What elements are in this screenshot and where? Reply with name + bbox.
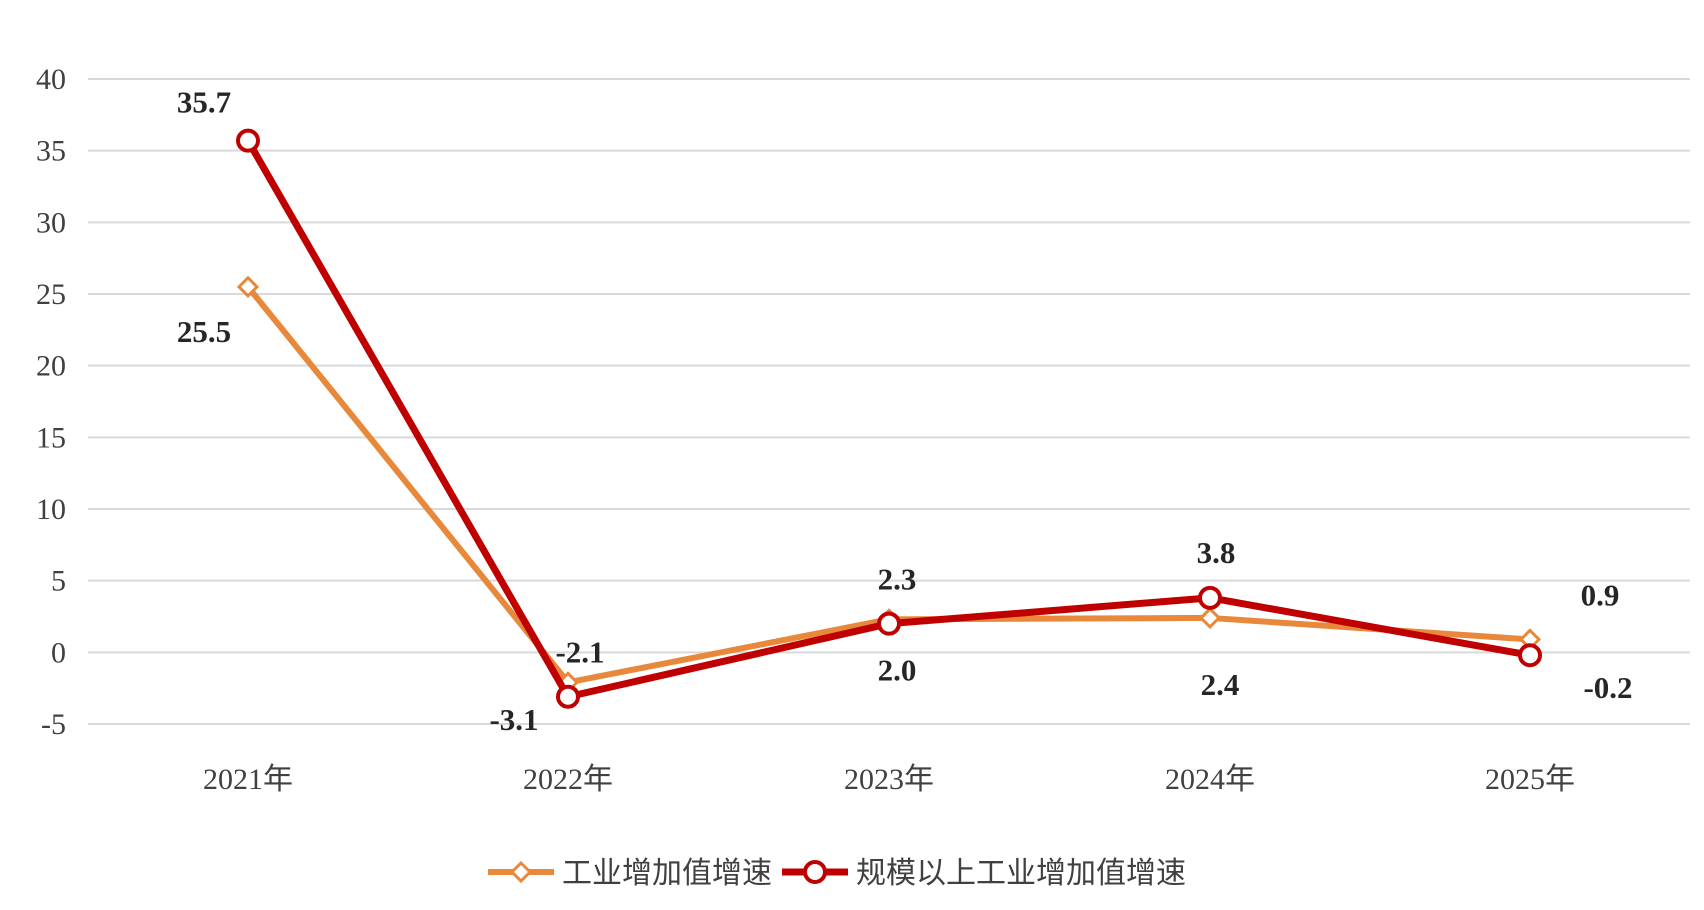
x-tick-label: 2024年 [1165,763,1255,796]
x-tick-label: 2021年 [203,763,293,796]
y-tick-label: -5 [41,708,66,741]
legend-circle-marker [803,860,827,884]
series-2-point [1518,643,1542,668]
x-tick-label: 2025年 [1485,763,1575,796]
y-tick-label: 25 [36,278,66,311]
data-label-series-1: 0.9 [1581,577,1620,612]
data-label-series-1: -2.1 [555,634,604,669]
y-tick-label: 30 [36,206,66,239]
y-tick-label: 0 [51,636,66,669]
legend-label-series-2: 规模以上工业增加值增速 [856,856,1186,891]
data-label-series-1: 2.3 [878,561,917,596]
legend: 工业增加值增速 规模以上工业增加值增速 [488,856,1186,891]
grid-layer [88,78,1690,725]
y-tick-label: 5 [51,565,66,598]
data-labels: 25.5 -2.1 2.3 2.4 0.9 35.7 -3.1 2.0 3.8 -0.2 [177,85,1633,737]
y-tick-label: 20 [36,350,66,383]
x-tick-label: 2023年 [844,763,934,796]
data-label-series-2: -0.2 [1583,670,1632,705]
series-2-point [556,684,580,709]
y-tick-label: 15 [36,421,66,454]
y-axis-ticks: -5 0 5 10 15 20 25 30 35 40 [36,63,66,741]
series-1-point [1198,606,1222,630]
y-tick-label: 40 [36,63,66,96]
series-2-point [1198,585,1222,610]
series-2-point [236,128,260,153]
x-tick-label: 2022年 [523,763,613,796]
data-label-series-2: 2.0 [878,653,917,688]
data-label-series-2: 3.8 [1197,535,1236,570]
data-label-series-2: -3.1 [489,702,538,737]
data-label-series-1: 2.4 [1201,667,1240,702]
series-2-point [877,611,901,636]
y-tick-label: 35 [36,135,66,168]
data-label-series-2: 35.7 [177,85,231,120]
y-tick-label: 10 [36,493,66,526]
x-axis-ticks: 2021年 2022年 2023年 2024年 2025年 [203,763,1575,796]
legend-diamond-marker [509,860,533,884]
series-1-point [236,275,260,298]
legend-label-series-1: 工业增加值增速 [562,856,772,891]
data-label-series-1: 25.5 [177,314,231,349]
series-layer [236,128,1542,709]
